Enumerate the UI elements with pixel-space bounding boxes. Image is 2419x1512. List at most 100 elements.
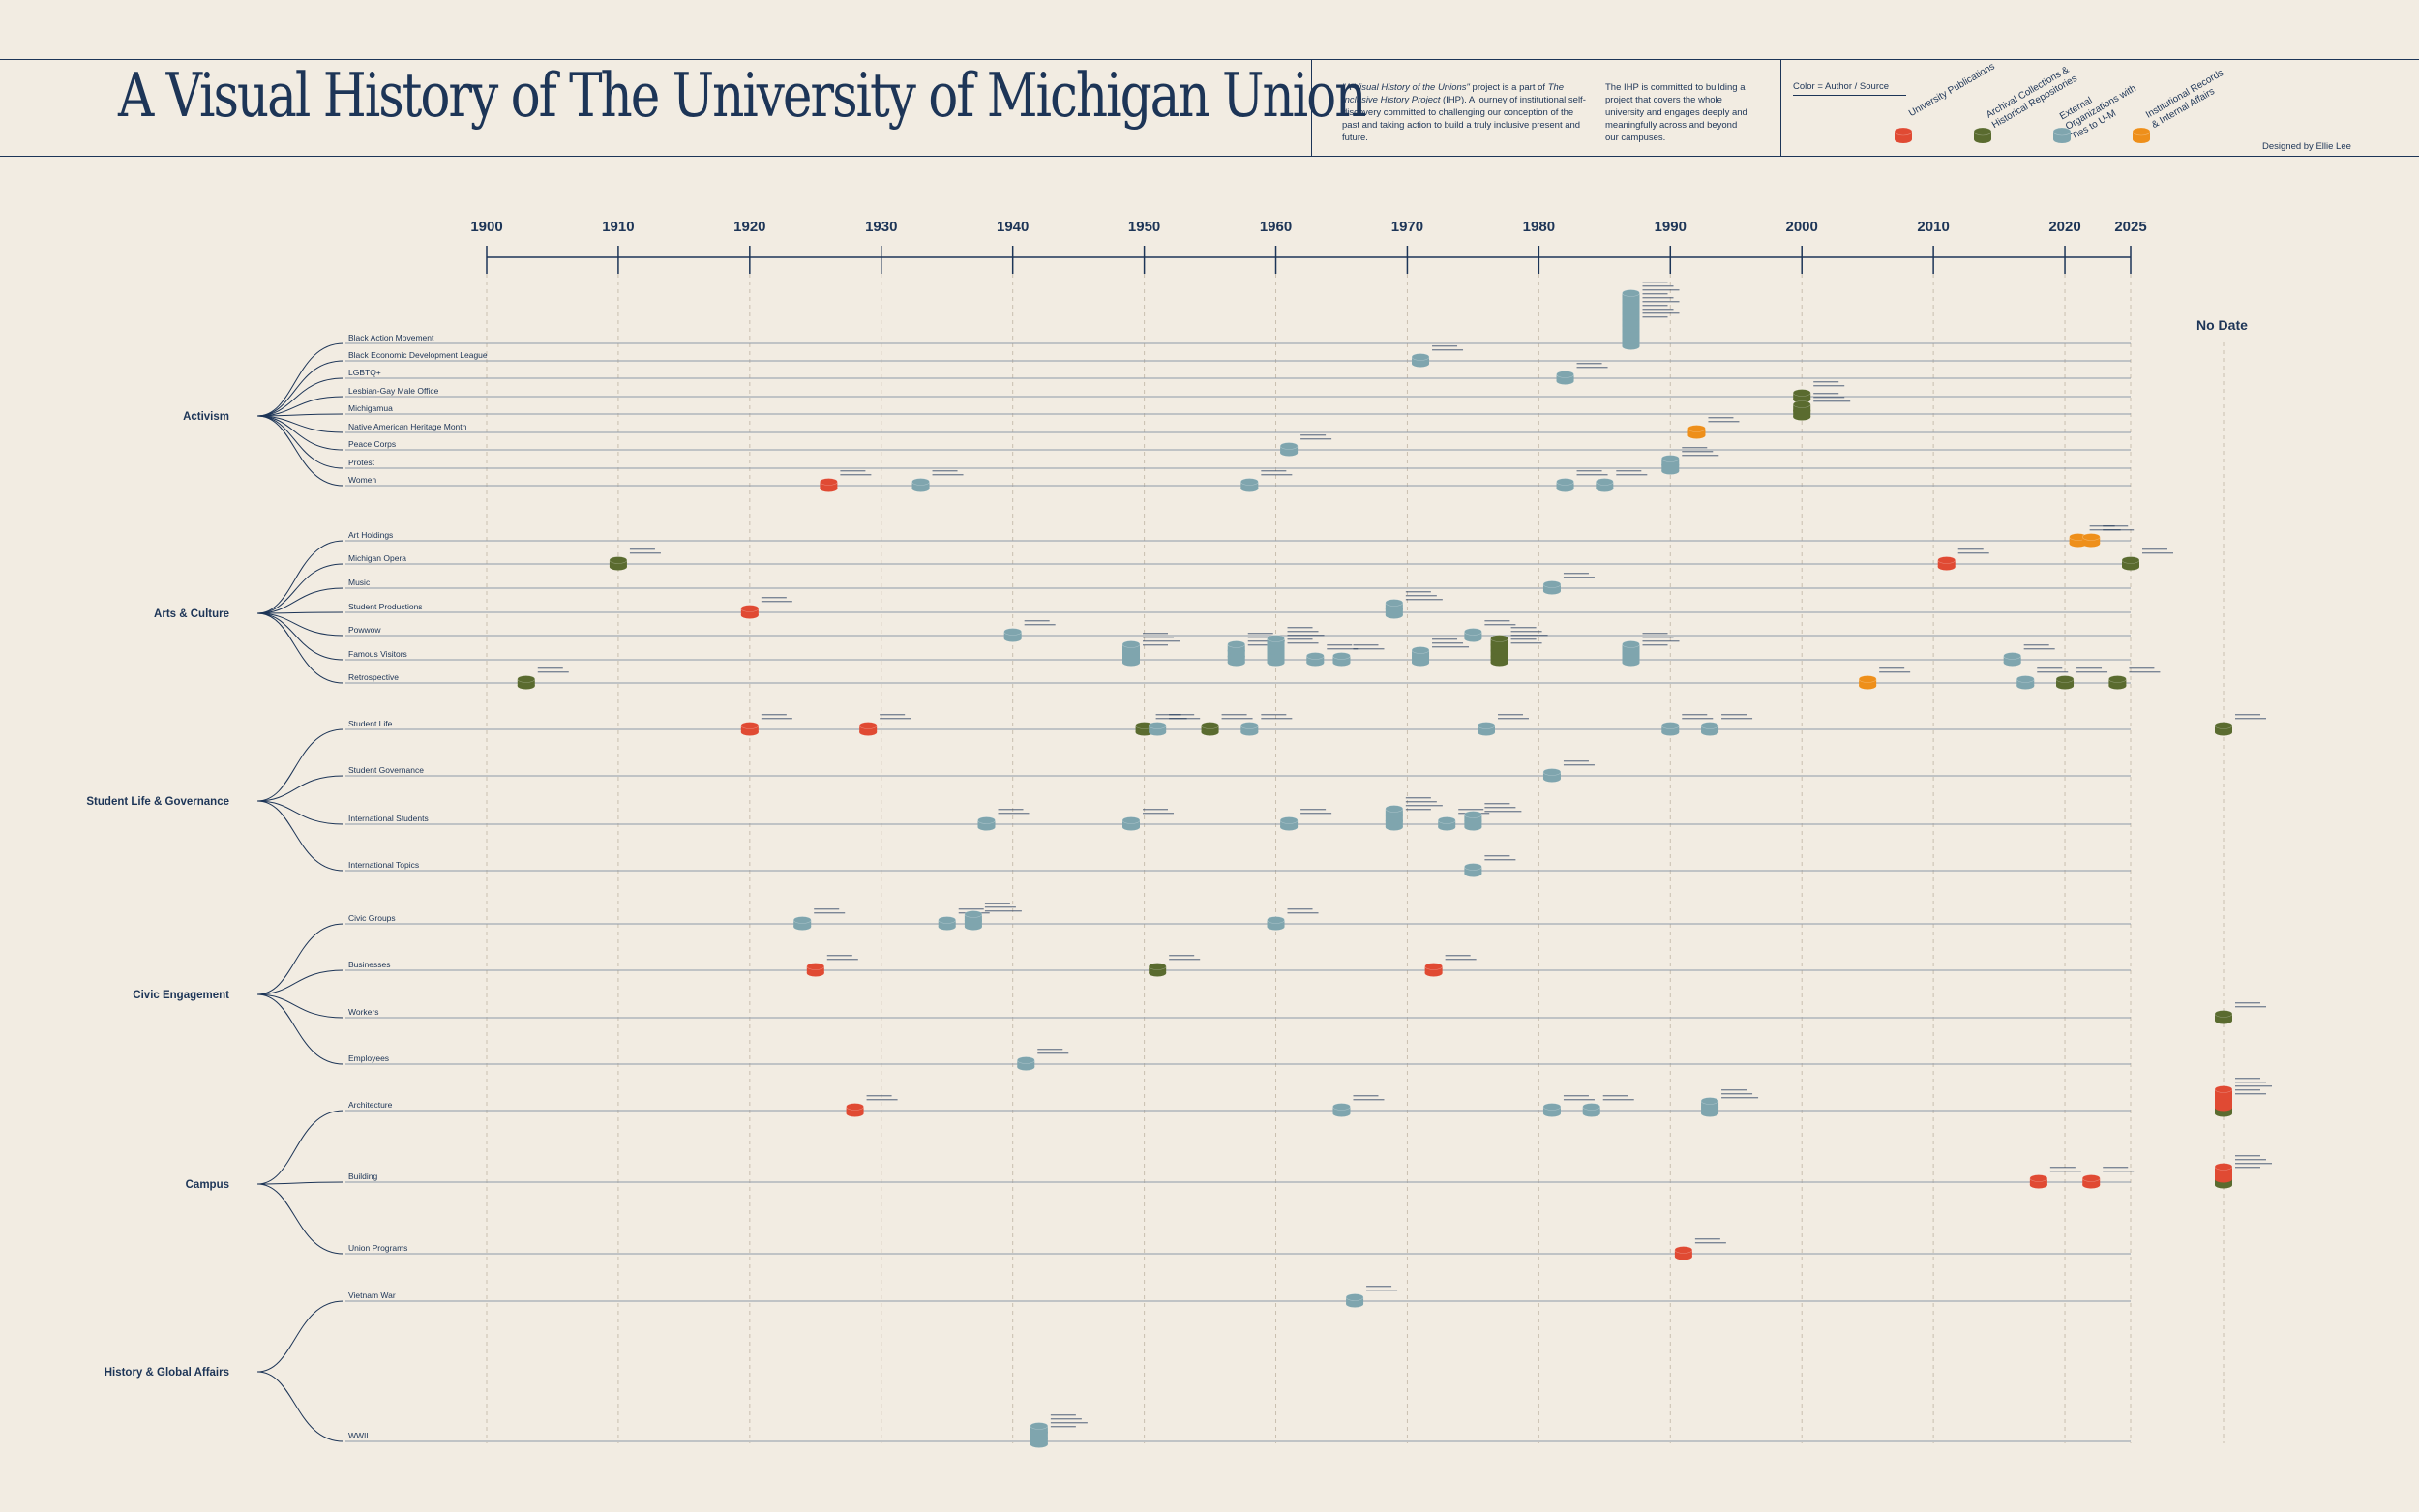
event-annotation [2235,1002,2260,1004]
branch-connector [256,993,344,1019]
event-annotation [537,671,569,673]
event-annotation [1484,811,1522,813]
event-annotation [1682,455,1719,457]
event-marker-vietnam-war-1966 [1345,1293,1364,1301]
event-annotation [1353,644,1379,646]
axis-tick-label: 1920 [733,219,765,235]
event-marker-architecture-1984 [1582,1103,1601,1111]
event-marker-protest-1990 [1661,467,1680,475]
event-marker-famous-visitors-1960 [1267,641,1285,649]
event-annotation [1576,363,1602,365]
event-marker-women-1982 [1556,478,1574,486]
event-annotation [2023,644,2049,646]
event-marker-international-students-1969 [1385,823,1403,831]
branch-connector [256,612,344,684]
event-annotation [629,548,655,550]
event-annotation [1602,1099,1634,1101]
axis-tick-label: 1910 [602,219,634,235]
event-marker-civic-groups-1960 [1267,923,1285,931]
branch-connector [256,800,344,825]
event-annotation [1484,803,1510,805]
event-annotation [1563,760,1589,762]
header-bottom-rule [0,156,2419,157]
event-annotation [1405,599,1443,601]
event-marker-building-2018 [2029,1174,2048,1182]
no-date-label: No Date [2196,317,2248,333]
event-marker-famous-visitors-1949 [1122,647,1141,655]
event-marker-businesses-1951 [1148,963,1167,970]
event-marker-architecture-1981 [1542,1103,1562,1111]
event-annotation [1682,718,1714,720]
event-annotation [1024,620,1050,622]
event-marker-student-life-1993 [1700,722,1719,729]
row-label-wwii: WWII [348,1431,369,1440]
branch-connector [256,923,344,995]
row-label-union-programs: Union Programs [348,1243,407,1253]
event-marker-black-economic-development-league-1971 [1412,360,1430,368]
axis-tick-label: 1950 [1128,219,1160,235]
event-annotation [2023,648,2055,650]
event-annotation [1050,1422,1088,1424]
event-annotation [1353,1095,1379,1097]
event-annotation [1616,470,1642,472]
row-label-vietnam-war: Vietnam War [348,1290,396,1300]
event-marker-famous-visitors-1957 [1227,640,1246,648]
event-annotation [2129,671,2161,673]
project-name: "A Visual History of the Unions" [1342,82,1470,93]
legend-swatch-institutional-records-internal-affairs [2132,127,2151,136]
event-marker-famous-visitors-1971 [1412,653,1430,661]
event-marker-international-students-1938 [977,823,996,831]
row-label-michigan-opera: Michigan Opera [348,553,406,563]
event-marker-international-topics-1975 [1464,870,1482,877]
event-marker-famous-visitors-1957 [1227,659,1245,667]
event-marker-student-life-1955 [1201,728,1219,736]
event-annotation [1682,714,1708,716]
event-marker-student-life-1958 [1240,728,1259,736]
event-marker-international-topics-1975 [1464,863,1482,871]
event-marker-student-productions-1920 [740,611,759,619]
event-annotation [2103,525,2129,527]
event-annotation [2129,667,2155,669]
event-marker-powwow-1975 [1464,628,1482,636]
event-marker-civic-groups-1960 [1267,916,1285,924]
event-marker-music-1981 [1542,587,1561,595]
event-marker-civic-groups-1937 [964,917,982,925]
event-marker-architecture-1965 [1332,1103,1351,1111]
event-marker-black-action-movement-1987 [1622,337,1640,344]
event-marker-retrospective-1903 [517,675,536,683]
event-annotation [1261,474,1293,476]
row-label-businesses: Businesses [348,960,390,969]
event-marker-architecture-1984 [1582,1110,1600,1117]
event-marker-famous-visitors-1977 [1490,653,1508,661]
category-label-civic-engagement: Civic Engagement [133,990,229,1001]
event-annotation [1143,813,1175,815]
event-annotation [1169,955,1195,957]
event-marker-student-life-1993 [1701,728,1719,736]
event-annotation [2142,548,2167,550]
event-marker-famous-visitors-1960 [1267,647,1285,655]
event-annotation [1050,1418,1082,1420]
event-annotation [2235,1155,2260,1157]
event-marker-famous-visitors-1963 [1306,659,1325,667]
event-annotation [2037,667,2063,669]
event-marker-wwii-1942 [1030,1440,1048,1448]
event-marker-student-productions-1969 [1385,606,1403,613]
event-annotation [1497,718,1529,720]
event-marker-famous-visitors-1977 [1490,641,1508,649]
event-marker-civic-groups-1935 [938,923,956,931]
event-annotation [1682,451,1714,453]
legend-swatch-external-organizations-with-ties-to-u-m [2052,127,2072,136]
event-marker-women-1982 [1556,485,1574,492]
event-marker-michigan-opera-2025 [2121,556,2140,564]
legend-swatch-university-publications [1894,127,1913,136]
branch-connector [256,728,344,802]
event-annotation [1694,1238,1720,1240]
event-annotation [1353,1099,1385,1101]
event-marker-architecture-1981 [1542,1110,1561,1117]
event-annotation [2235,1167,2260,1169]
event-annotation [1261,470,1287,472]
event-marker-famous-visitors-1987 [1622,647,1640,655]
event-annotation [1353,648,1385,650]
event-annotation [1813,385,1845,387]
no-date-marker-architecture [2215,1104,2232,1112]
